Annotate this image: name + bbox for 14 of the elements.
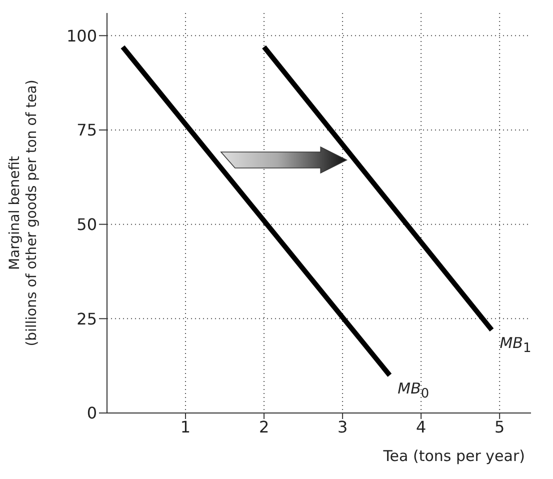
y-axis-title: Marginal benefit (billions of other goods per ton of tea)	[7, 80, 40, 346]
x-tick-label: 4	[416, 417, 426, 436]
x-tick-label: 5	[494, 417, 505, 436]
y-tick-label: 50	[76, 215, 97, 234]
x-tick-label: 3	[337, 417, 348, 436]
y-tick-label: 100	[66, 26, 97, 46]
x-axis-title: Tea (tons per year)	[382, 447, 525, 465]
y-tick-label: 75	[76, 120, 97, 140]
y-tick-label: 0	[86, 404, 97, 423]
y-tick-label: 25	[76, 309, 97, 328]
x-tick-label: 2	[258, 417, 270, 436]
series-label: MB$_{0}$	[398, 379, 430, 402]
series-label: MB$_{1}$	[500, 334, 532, 356]
x-tick-label: 1	[180, 417, 191, 436]
